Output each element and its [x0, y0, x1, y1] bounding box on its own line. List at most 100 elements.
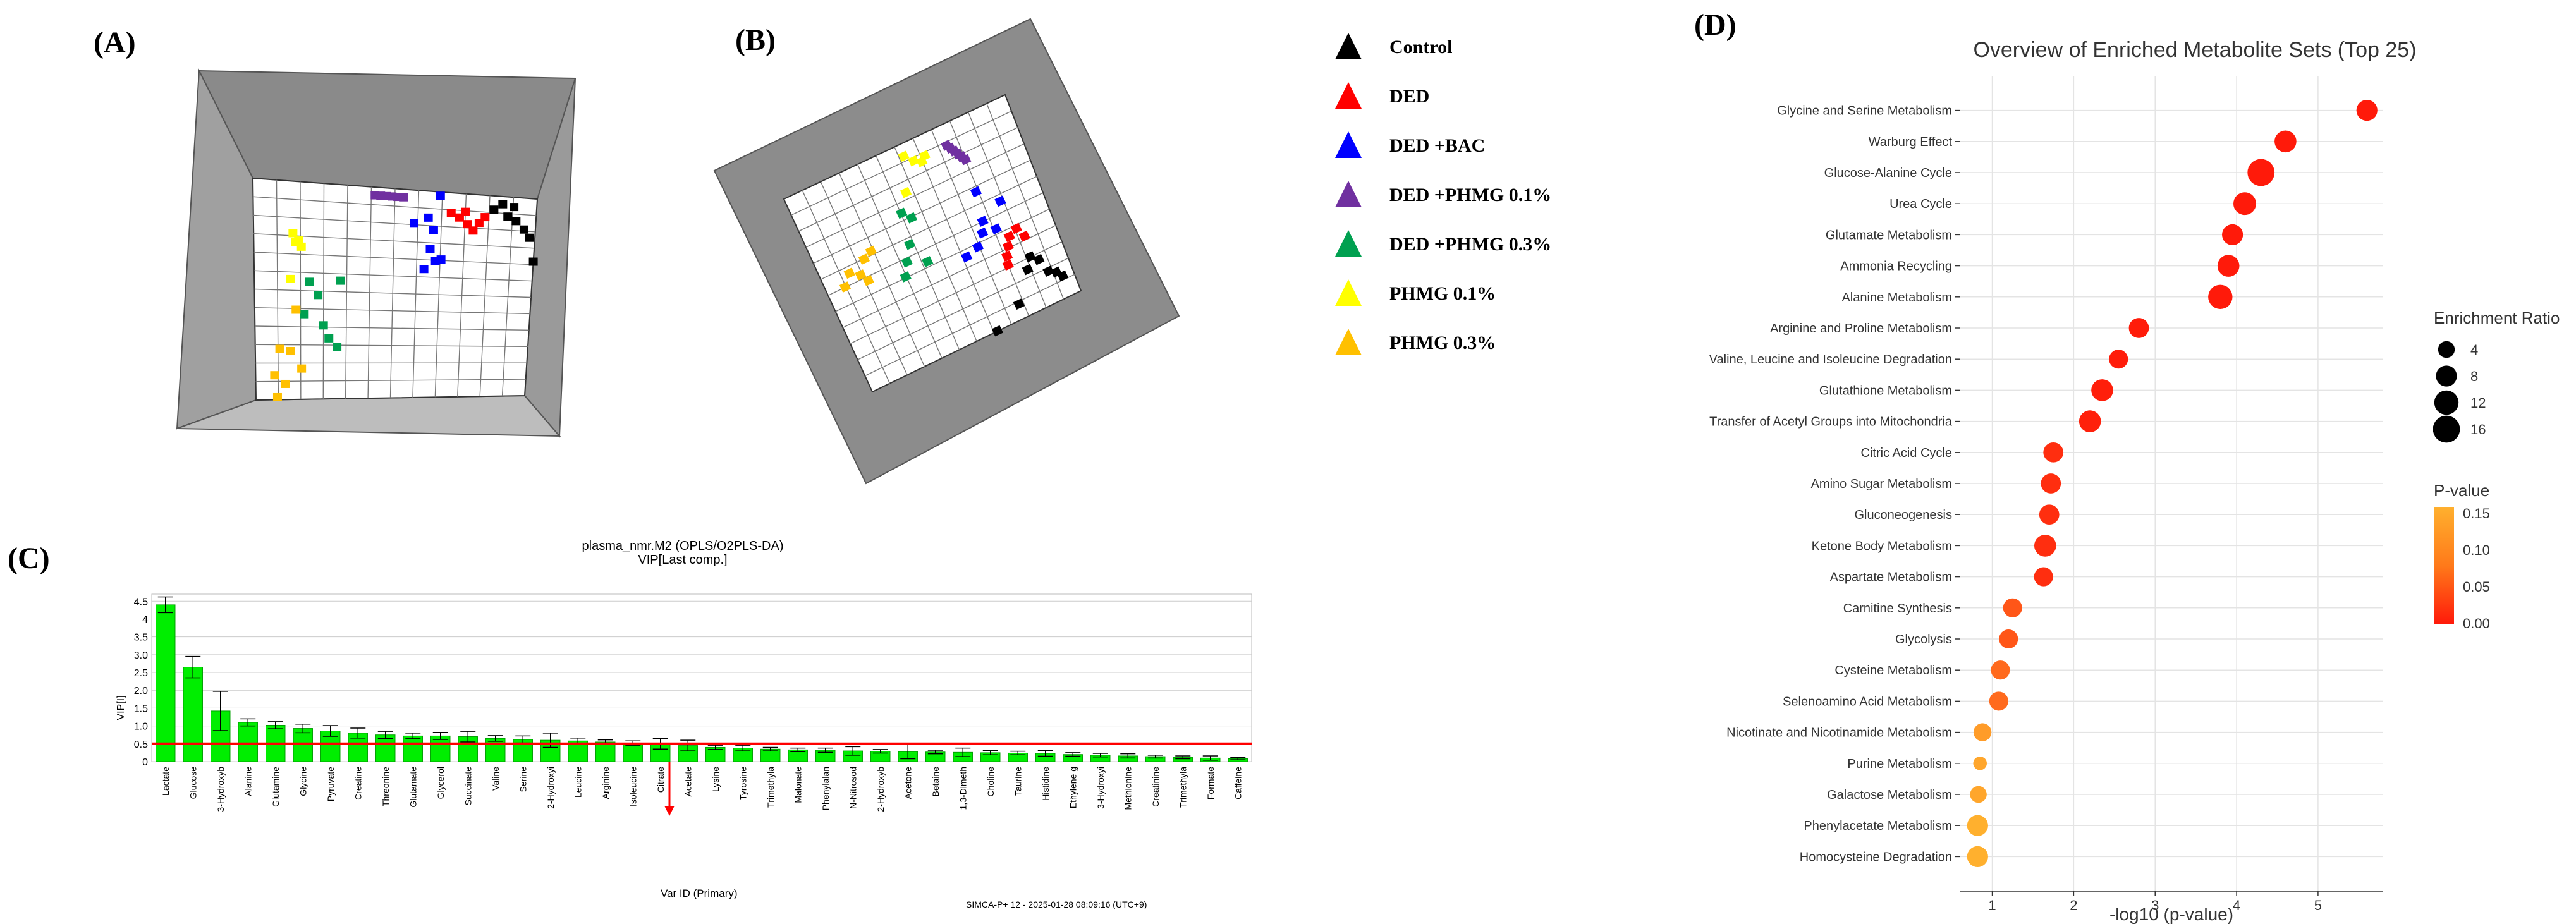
y-tick-label: Citric Acid Cycle	[1861, 446, 1952, 460]
score-point	[300, 310, 309, 319]
score-plot-b	[713, 18, 1180, 485]
x-tick-label: Alanine	[243, 767, 253, 796]
score-point	[463, 220, 472, 229]
x-tick-label: Formate	[1206, 767, 1216, 799]
score-point	[525, 233, 534, 242]
score-point	[272, 392, 282, 401]
x-tick-label: Glycerol	[436, 767, 446, 799]
triangle-marker-icon	[1335, 33, 1362, 59]
arrow-head-icon	[664, 806, 675, 816]
score-point	[419, 265, 429, 274]
x-tick-label: Choline	[986, 767, 996, 797]
y-tick-label: 2.0	[134, 686, 148, 696]
score-point	[314, 291, 323, 300]
score-point	[503, 212, 513, 221]
vip-bar	[623, 743, 643, 762]
y-tick-label: 0	[142, 757, 148, 768]
x-tick-label: Glutamine	[271, 767, 281, 807]
y-tick-label: Glutamate Metabolism	[1826, 228, 1952, 242]
score-point	[291, 305, 301, 314]
size-legend-label: 12	[2470, 395, 2486, 411]
x-tick-label: Tyrosine	[738, 767, 748, 800]
vip-bar-chart: plasma_nmr.M2 (OPLS/O2PLS-DA) VIP[Last c…	[116, 539, 1252, 909]
score-point	[528, 257, 538, 266]
grid-line	[857, 257, 1069, 360]
score-point	[960, 154, 972, 166]
score-point	[1003, 231, 1015, 242]
score-point	[865, 245, 877, 257]
y-tick-label: Glycolysis	[1895, 633, 1952, 647]
score-point	[425, 245, 435, 253]
enrichment-dot	[2109, 350, 2128, 369]
x-tick-label: 5	[2314, 897, 2322, 913]
size-legend-dot	[2436, 365, 2457, 387]
enrichment-dot	[2233, 192, 2256, 216]
x-tick-label: Taurine	[1013, 767, 1023, 796]
color-legend-label: 0.05	[2463, 579, 2490, 595]
x-tick-label: Glucose	[188, 767, 198, 799]
score-point	[519, 225, 528, 234]
x-tick-label: Trimethyla	[1178, 767, 1188, 808]
y-tick-label: Urea Cycle	[1889, 197, 1952, 211]
score-point	[858, 253, 870, 265]
x-tick-label: 3	[2151, 897, 2159, 913]
size-legend-label: 4	[2470, 342, 2478, 358]
y-axis-label: VIP[I]	[116, 695, 126, 720]
x-tick-label: 3-Hydroxyb	[216, 767, 226, 812]
enrichment-dot	[2274, 130, 2297, 153]
legend-label: DED +PHMG 0.3%	[1389, 234, 1552, 255]
grid-line	[865, 274, 1075, 377]
score-point	[436, 255, 446, 264]
enrichment-dot	[2003, 598, 2022, 617]
enrichment-dot	[2034, 535, 2056, 557]
score-point	[977, 216, 989, 227]
legend-label: PHMG 0.1%	[1389, 283, 1496, 304]
score-point	[1002, 240, 1014, 252]
score-point	[399, 193, 408, 202]
x-tick-label: Isoleucine	[628, 767, 638, 806]
score-point	[1001, 250, 1013, 262]
grid-line	[501, 197, 515, 396]
score-point	[286, 347, 295, 356]
x-tick-label: Serine	[518, 767, 528, 793]
y-tick-label: 0.5	[134, 739, 148, 750]
y-tick-label: 3.5	[134, 633, 148, 643]
triangle-marker-icon	[1335, 279, 1362, 306]
enrichment-dot	[1999, 629, 2018, 649]
x-tick-label: 3-Hydroxyi	[1096, 767, 1106, 809]
y-tick-label: Glycine and Serine Metabolism	[1777, 104, 1952, 118]
legend-label: PHMG 0.3%	[1389, 332, 1496, 353]
y-tick-label: 4	[142, 614, 148, 625]
score-point	[905, 212, 917, 224]
x-tick-label: Histidine	[1041, 767, 1051, 801]
score-point	[972, 241, 984, 253]
x-tick-label: Glycine	[298, 767, 308, 796]
y-tick-label: Valine, Leucine and Isoleucine Degradati…	[1709, 353, 1952, 367]
panel-label-b: (B)	[735, 23, 776, 57]
score-point	[297, 364, 307, 373]
size-legend-title: Enrichment Ratio	[2434, 308, 2560, 327]
enrichment-dot	[2043, 442, 2064, 463]
x-tick-label: Lysine	[711, 767, 721, 792]
y-tick-label: Carnitine Synthesis	[1843, 602, 1952, 616]
score-point	[489, 205, 499, 214]
score-point	[286, 274, 295, 283]
triangle-marker-icon	[1335, 230, 1362, 257]
triangle-marker-icon	[1335, 82, 1362, 109]
x-tick-label: Leucine	[573, 767, 583, 798]
score-point	[291, 238, 300, 246]
y-tick-label: Transfer of Acetyl Groups into Mitochond…	[1709, 415, 1953, 429]
score-point	[498, 200, 508, 209]
score-point	[270, 371, 279, 380]
panel-label-c: (C)	[8, 542, 50, 575]
enrichment-dot-plot: Overview of Enriched Metabolite Sets (To…	[1709, 38, 2560, 924]
y-tick-label: Homocysteine Degradation	[1800, 850, 1952, 864]
vip-bar	[183, 667, 203, 762]
y-tick-label: Warburg Effect	[1869, 135, 1953, 149]
y-tick-label: Arginine and Proline Metabolism	[1770, 322, 1952, 336]
enrichment-dot	[1989, 691, 2008, 711]
score-point	[275, 344, 284, 353]
score-point	[281, 379, 290, 388]
x-tick-label: Acetone	[903, 767, 913, 799]
score-point	[896, 207, 908, 219]
